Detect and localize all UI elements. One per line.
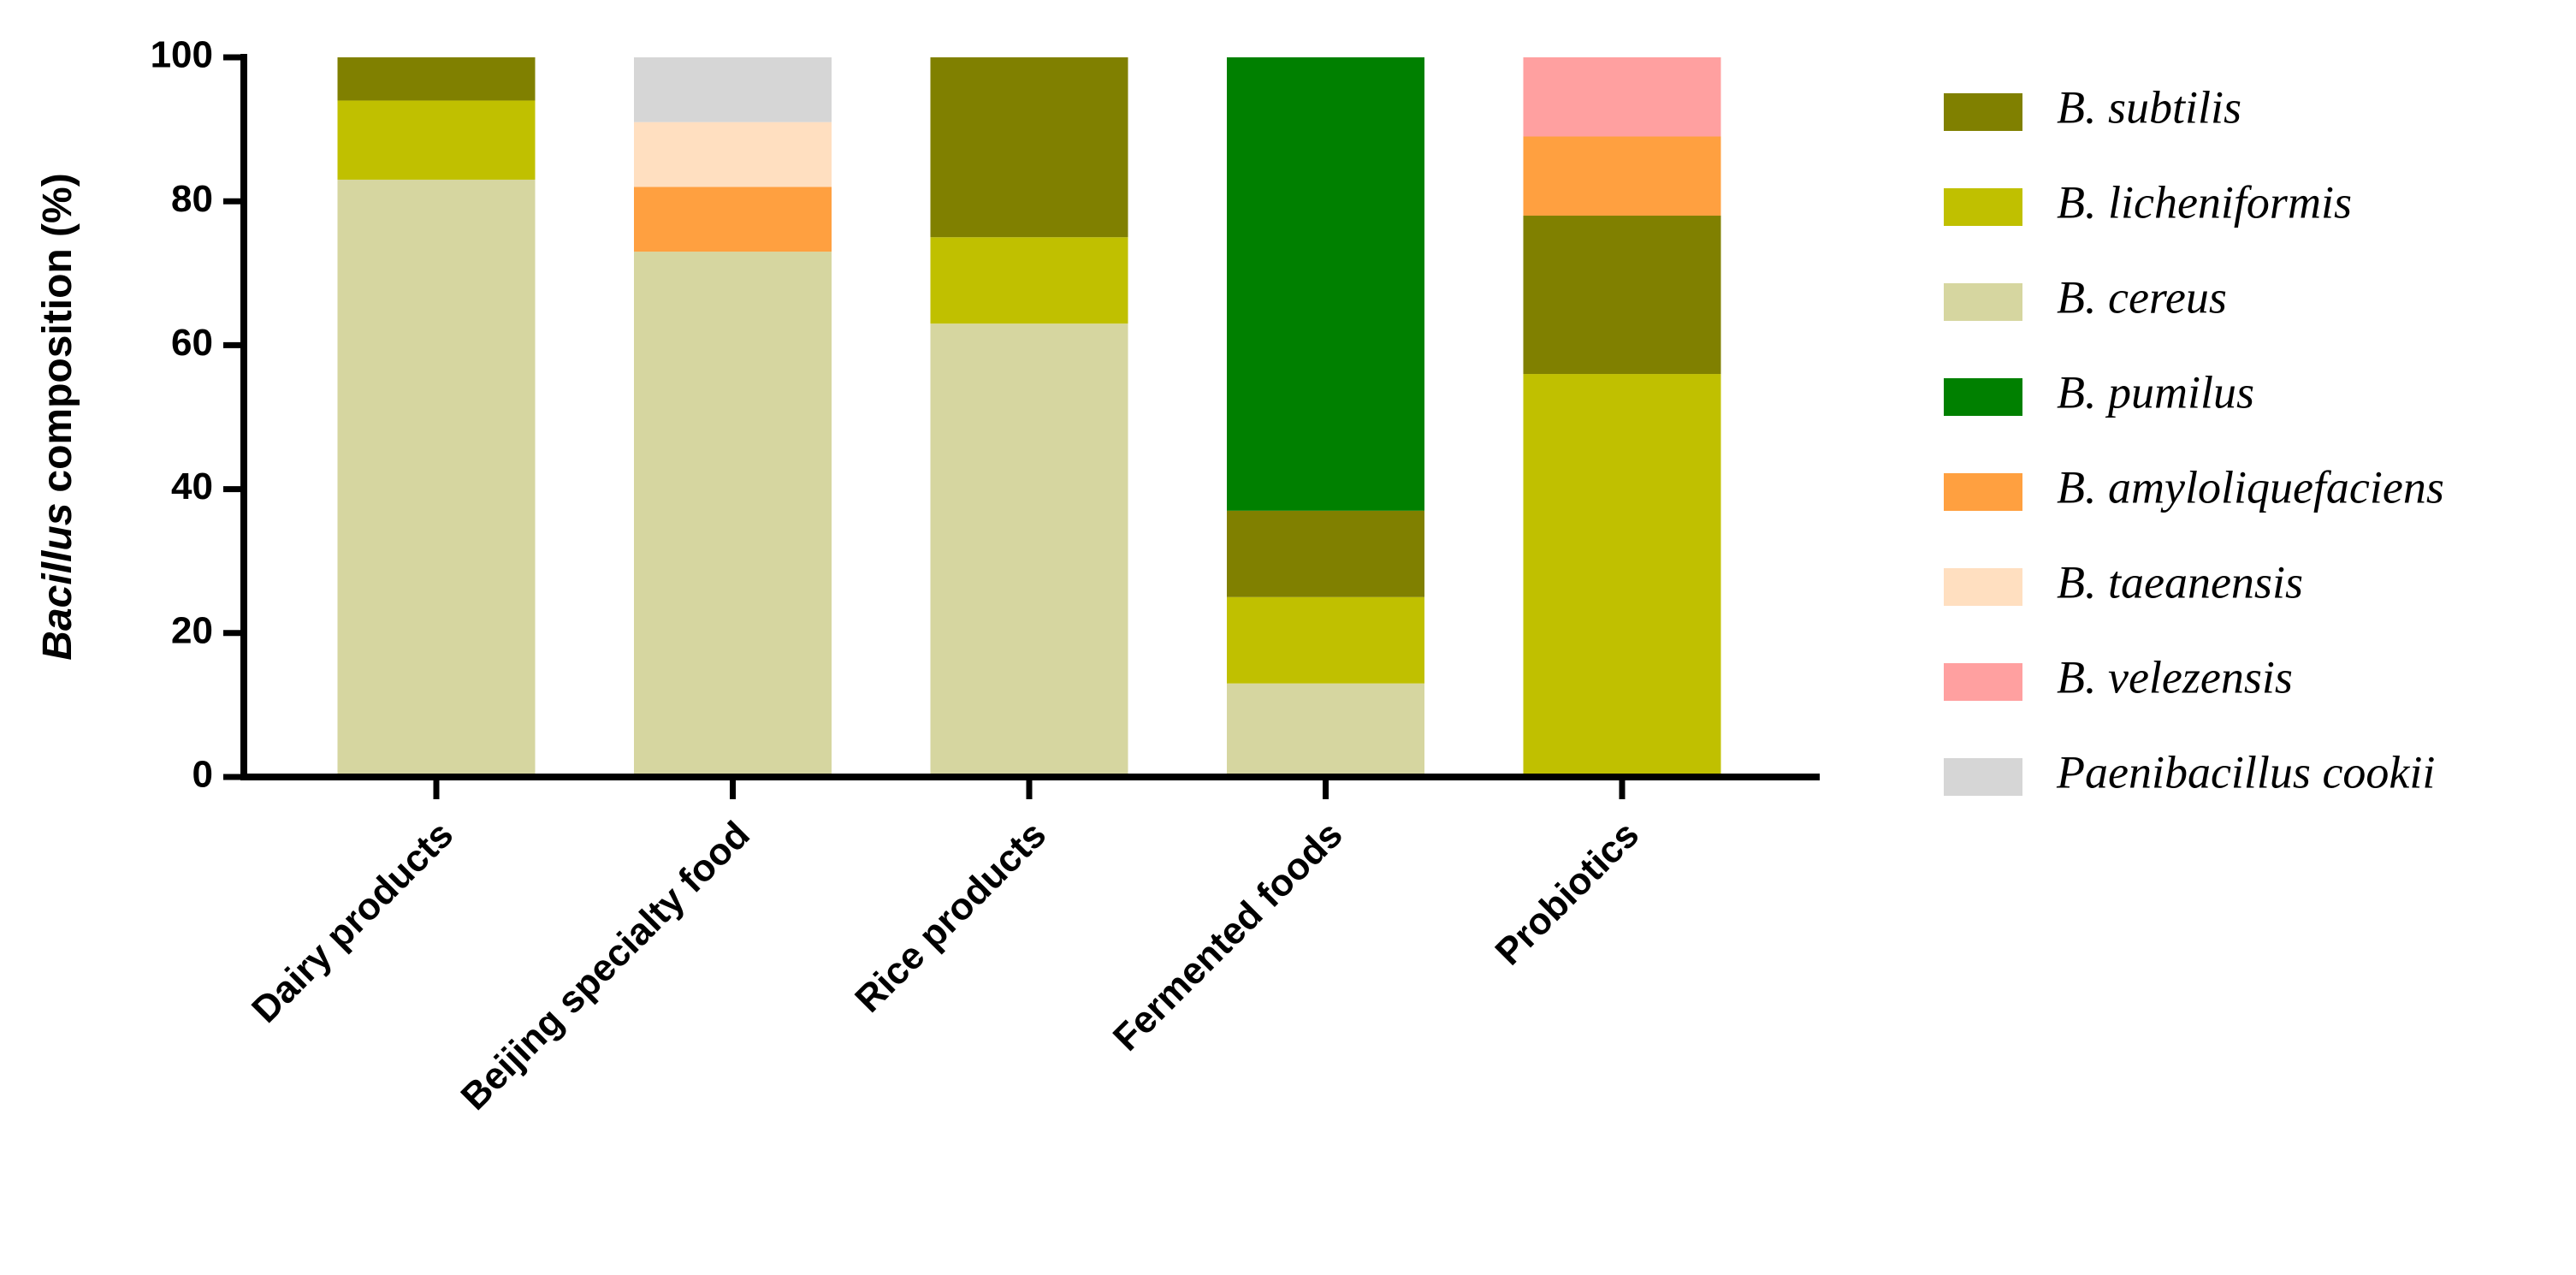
legend-label: Paenibacillus cookii: [2056, 746, 2435, 798]
legend-label: B. taeanensis: [2057, 556, 2303, 608]
legend-swatch: [1944, 568, 2022, 606]
bar-segment: [1523, 216, 1721, 375]
x-tick-label: Beijing specialty food: [453, 814, 758, 1118]
y-tick-label: 20: [171, 609, 213, 651]
bar-segment: [930, 57, 1128, 238]
bar-segment: [1227, 596, 1424, 684]
bar-segment: [1227, 57, 1424, 511]
bar-segment: [337, 57, 536, 101]
legend-label: B. pumilus: [2057, 366, 2254, 418]
bar-segment: [634, 187, 832, 252]
legend-label: B. cereus: [2057, 271, 2227, 323]
y-tick-label: 80: [171, 178, 213, 220]
y-axis-title: Bacillus composition (%): [35, 173, 80, 660]
bar-segment: [634, 122, 832, 187]
legend-label: B. velezensis: [2057, 651, 2293, 703]
legend-swatch: [1944, 188, 2022, 226]
y-axis-title-rest: composition (%): [35, 173, 80, 492]
legend-label: B. licheniformis: [2057, 176, 2352, 228]
legend-swatch: [1944, 473, 2022, 511]
bar-segment: [634, 252, 832, 777]
legend-swatch: [1944, 663, 2022, 701]
bar-segment: [1227, 510, 1424, 597]
x-tick-label: Probiotics: [1488, 814, 1648, 974]
legend-swatch: [1944, 93, 2022, 131]
legend-label: B. subtilis: [2057, 81, 2241, 133]
bar-segment: [337, 100, 536, 180]
bar-segment: [337, 179, 536, 778]
y-tick-label: 100: [151, 34, 213, 76]
y-tick-label: 60: [171, 322, 213, 364]
y-tick-label: 40: [171, 466, 213, 507]
x-tick-label: Fermented foods: [1105, 814, 1351, 1059]
legend-label: B. amyloliquefaciens: [2057, 461, 2444, 513]
y-axis-title-italic: Bacillus: [35, 503, 80, 661]
legend-swatch: [1944, 758, 2022, 796]
bar-segment: [930, 237, 1128, 324]
bar-segment: [1227, 683, 1424, 777]
bar-segment: [634, 57, 832, 122]
bar-segment: [930, 323, 1128, 777]
legend-swatch: [1944, 283, 2022, 321]
bar-segment: [1523, 136, 1721, 216]
x-tick-label: Dairy products: [244, 814, 461, 1031]
bar-segment: [1523, 57, 1721, 137]
y-tick-label: 0: [192, 754, 213, 796]
legend-swatch: [1944, 378, 2022, 416]
bar-segment: [1523, 374, 1721, 777]
x-tick-label: Rice products: [847, 814, 1054, 1021]
